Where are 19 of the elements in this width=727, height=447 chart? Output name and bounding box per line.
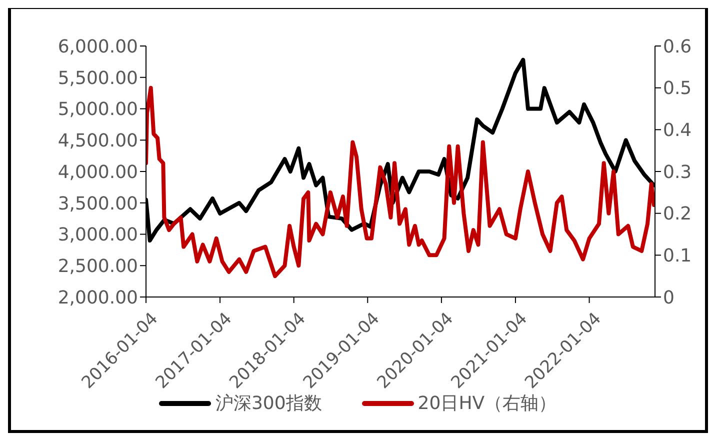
y-tick-label: 5,000.00: [58, 99, 138, 120]
y2-tick-label: 0: [663, 287, 674, 308]
legend-label: 沪深300指数: [215, 392, 322, 415]
y2-tick-label: 0.4: [663, 120, 692, 142]
legend-label: 20日HV（右轴）: [418, 392, 557, 415]
y-tick-label: 6,000.00: [58, 36, 138, 58]
y-tick-label: 5,500.00: [58, 68, 138, 89]
y-tick-label: 2,000.00: [58, 287, 138, 308]
y2-tick-label: 0.1: [663, 246, 692, 267]
y2-tick-label: 0.5: [663, 78, 692, 100]
y2-tick-label: 0.2: [663, 204, 692, 225]
y2-tick-label: 0.3: [663, 162, 692, 183]
y-tick-label: 4,500.00: [58, 130, 138, 152]
y-tick-label: 2,500.00: [58, 256, 138, 278]
y2-tick-label: 0.6: [663, 36, 692, 58]
y-tick-label: 3,500.00: [58, 193, 138, 214]
line-series: [146, 86, 655, 278]
y-tick-label: 3,000.00: [58, 224, 138, 246]
y-tick-label: 4,000.00: [58, 162, 138, 183]
